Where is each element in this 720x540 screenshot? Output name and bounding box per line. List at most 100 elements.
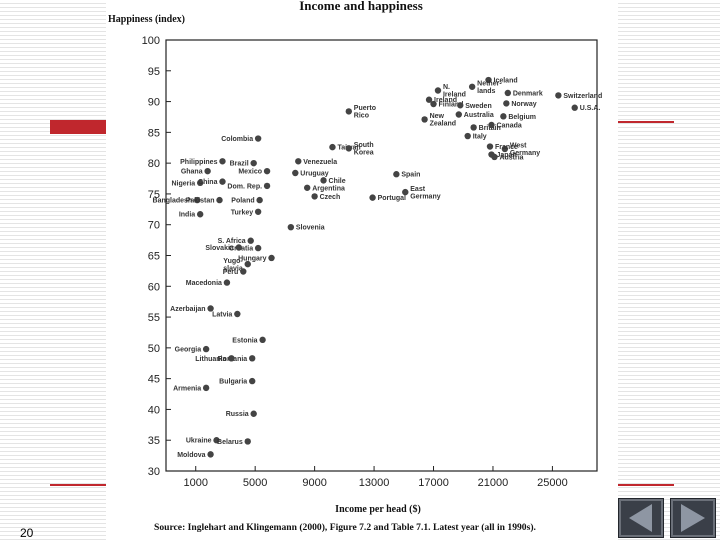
point-label: Venezuela [303, 159, 337, 166]
x-tick-label: 17000 [418, 477, 449, 489]
data-point [196, 179, 204, 187]
data-point [500, 113, 507, 120]
y-tick-label: 95 [148, 66, 160, 78]
data-point [202, 345, 210, 353]
data-point [250, 410, 257, 417]
data-point [455, 111, 462, 118]
y-tick-label: 85 [148, 127, 160, 139]
point-label: Hungary [238, 255, 267, 262]
data-point [486, 143, 494, 150]
next-slide-button[interactable] [670, 498, 716, 538]
point-label: Slovakia [205, 245, 234, 252]
data-point [464, 132, 471, 140]
data-point [250, 159, 257, 167]
point-label: New Zealand [430, 113, 456, 128]
data-point [287, 223, 295, 231]
point-label: Switzerland [563, 93, 602, 100]
point-label: N. Ireland [443, 84, 466, 99]
data-point [555, 92, 562, 99]
data-point [470, 124, 477, 131]
slide-rule-right-top [618, 121, 674, 123]
y-tick-label: 45 [148, 374, 160, 386]
triangle-left-icon [629, 504, 652, 532]
data-point [425, 96, 433, 103]
point-label: Poland [231, 198, 254, 205]
data-point [240, 268, 247, 275]
x-axis-label: Income per head ($) [335, 504, 421, 515]
y-tick-label: 30 [148, 466, 160, 478]
prev-slide-button[interactable] [618, 498, 664, 538]
data-point [249, 377, 256, 385]
data-point [234, 310, 241, 318]
point-label: Japan [496, 152, 516, 159]
point-label: China [198, 179, 218, 186]
point-label: Norway [511, 101, 536, 108]
data-point [295, 158, 302, 165]
data-point [219, 158, 226, 165]
data-point [213, 437, 220, 444]
point-label: Moldova [177, 452, 205, 459]
slide-rule-bottom-right [618, 484, 674, 486]
data-point [244, 260, 251, 268]
source-note: Source: Inglehart and Klingemann (2000),… [154, 522, 536, 533]
data-point [216, 196, 223, 204]
data-point [228, 355, 235, 362]
point-label: Iceland [494, 78, 518, 85]
data-point [263, 182, 271, 190]
data-point [268, 254, 275, 262]
point-label: Russia [226, 411, 249, 418]
data-point [207, 451, 214, 458]
y-tick-label: 40 [148, 404, 160, 416]
y-tick-label: 75 [148, 189, 160, 201]
x-tick-label: 25000 [537, 477, 568, 489]
point-label: S. Africa [218, 238, 246, 245]
chart-title: Income and happiness [299, 0, 423, 13]
point-label: India [179, 212, 195, 219]
point-label: Uruguay [300, 170, 329, 177]
data-points: Iceland N. Ireland Nether-lands Denmark Switz… [153, 76, 602, 459]
triangle-right-icon [681, 504, 705, 532]
data-point [292, 169, 299, 177]
data-point [244, 438, 251, 445]
point-label: West Germany [510, 143, 540, 158]
point-label: Armenia [173, 385, 201, 392]
y-tick-label: 100 [142, 35, 160, 47]
data-point [501, 145, 509, 153]
x-tick-label: 13000 [359, 477, 390, 489]
point-label: Ukraine [186, 438, 212, 445]
y-axis-label: Happiness (index) [108, 14, 185, 25]
x-tick-label: 5000 [243, 477, 267, 489]
point-label: Chile [329, 178, 346, 185]
data-point [254, 244, 262, 252]
point-label: Belgium [508, 114, 536, 121]
point-label: Portugal [378, 195, 406, 202]
point-label: Azerbaijan [170, 306, 205, 313]
point-label: Slovenia [296, 225, 325, 232]
data-point [219, 178, 226, 185]
y-tick-label: 65 [148, 251, 160, 263]
data-point [430, 100, 437, 108]
data-point [504, 89, 512, 97]
point-label: Colombia [221, 136, 253, 143]
slide-rule-bottom-left [50, 484, 106, 486]
data-point [311, 193, 318, 200]
x-tick-label: 9000 [302, 477, 326, 489]
data-point [254, 208, 262, 215]
point-label: Puerto Rico [354, 105, 376, 120]
point-label: Macedonia [186, 280, 222, 287]
data-point [263, 167, 271, 175]
point-label: Estonia [232, 337, 257, 344]
point-label: Britain [479, 125, 501, 132]
data-point [457, 102, 464, 109]
point-label: Denmark [513, 90, 543, 97]
x-tick-label: 1000 [183, 477, 207, 489]
data-point [434, 87, 442, 94]
point-label: Ghana [181, 169, 203, 176]
data-point [320, 177, 327, 184]
scatter-chart: Income and happiness Happiness (index) 3… [108, 0, 602, 533]
slide-accent-bar-left [50, 120, 120, 134]
point-label: Turkey [231, 209, 254, 216]
point-label: Nigeria [171, 180, 195, 187]
data-point [345, 145, 353, 152]
point-label: Dom. Rep. [227, 183, 262, 190]
